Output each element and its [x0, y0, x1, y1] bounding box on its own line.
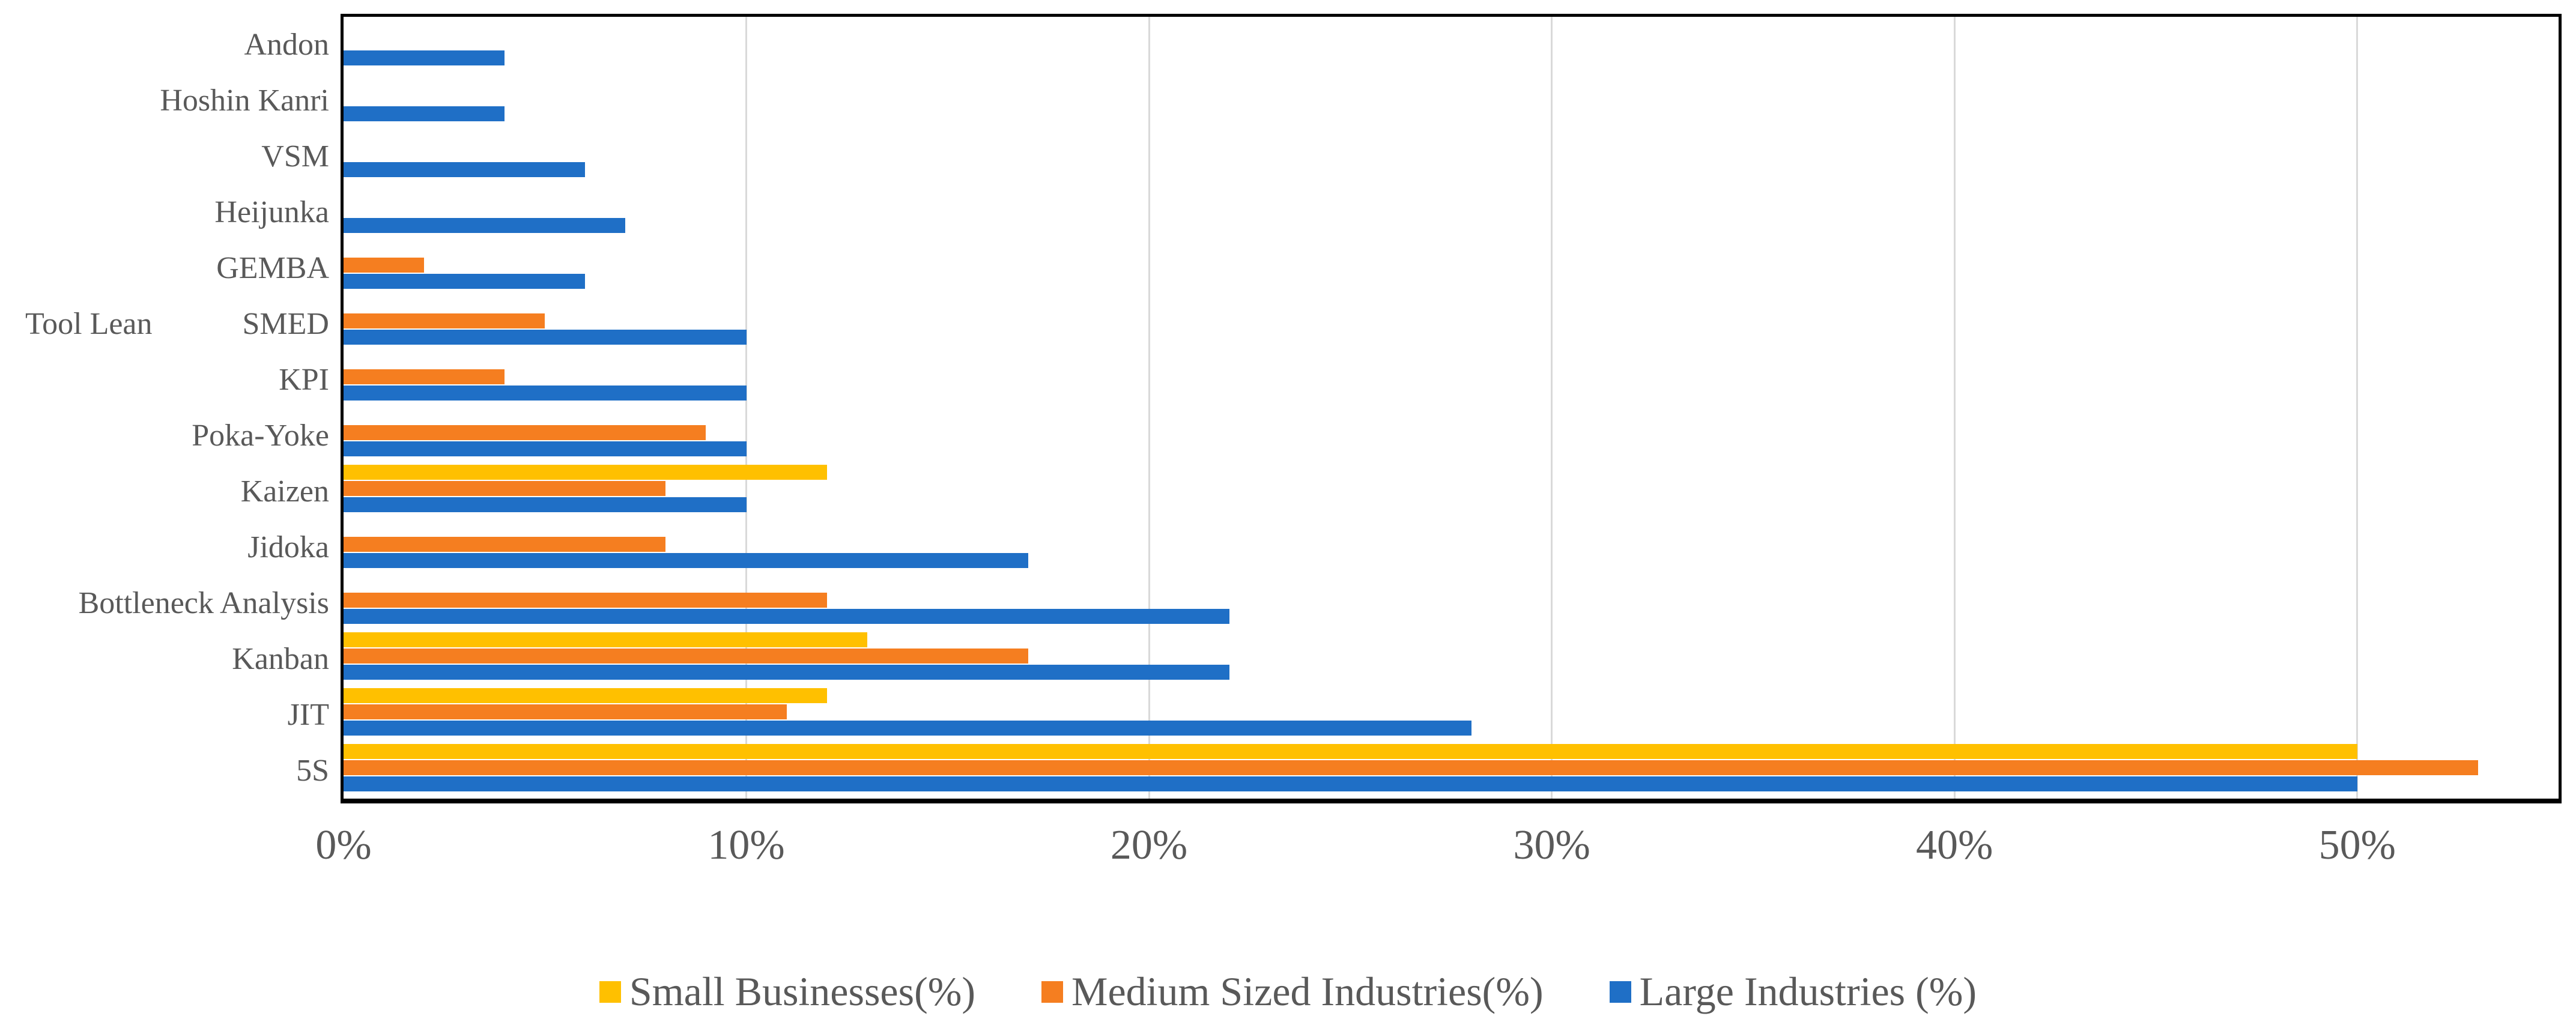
bar-jidoka-medium-sized-industries: [344, 537, 666, 552]
bar-heijunka-large-industries: [344, 218, 626, 233]
bar-jit-small-businesses: [344, 688, 827, 703]
bar-5s-small-businesses: [344, 744, 2357, 759]
legend-swatch-medium-sized-industries: [1041, 981, 1063, 1003]
bar-poka-yoke-medium-sized-industries: [344, 425, 706, 440]
bar-bottleneck-analysis-large-industries: [344, 609, 1230, 624]
category-label-kpi: KPI: [279, 362, 329, 397]
category-label-gemba: GEMBA: [216, 250, 329, 285]
bar-vsm-large-industries: [344, 162, 586, 177]
legend-label-medium-sized-industries: Medium Sized Industries(%): [1071, 969, 1544, 1014]
category-label-smed: SMED: [242, 306, 329, 341]
bar-andon-large-industries: [344, 50, 505, 65]
bar-jit-medium-sized-industries: [344, 704, 787, 719]
x-tick-10: 10%: [708, 822, 785, 868]
bar-kanban-medium-sized-industries: [344, 649, 1028, 664]
x-tick-30: 30%: [1513, 822, 1590, 868]
gridline-20: [1148, 17, 1150, 799]
category-label-andon: Andon: [244, 27, 329, 62]
category-label-5s: 5S: [296, 753, 329, 788]
bar-poka-yoke-large-industries: [344, 441, 747, 456]
category-label-poka-yoke: Poka-Yoke: [192, 418, 329, 453]
bar-kaizen-medium-sized-industries: [344, 481, 666, 496]
bar-5s-medium-sized-industries: [344, 760, 2478, 775]
bar-smed-medium-sized-industries: [344, 313, 545, 328]
bar-gemba-large-industries: [344, 274, 586, 289]
gridline-40: [1953, 17, 1956, 799]
x-tick-0: 0%: [315, 822, 372, 868]
category-label-bottleneck-analysis: Bottleneck Analysis: [78, 585, 329, 620]
gridline-30: [1551, 17, 1553, 799]
x-tick-20: 20%: [1110, 822, 1188, 868]
legend-swatch-large-industries: [1609, 981, 1631, 1003]
bar-kanban-large-industries: [344, 665, 1230, 680]
plot-area: [341, 14, 2562, 803]
legend: Small Businesses(%) Medium Sized Industri…: [0, 968, 2576, 1015]
bar-kpi-medium-sized-industries: [344, 369, 505, 384]
x-tick-50: 50%: [2318, 822, 2396, 868]
category-label-heijunka: Heijunka: [214, 195, 329, 229]
x-tick-40: 40%: [1916, 822, 1993, 868]
bar-kpi-large-industries: [344, 385, 747, 401]
legend-item-large-industries: Large Industries (%): [1609, 968, 1977, 1015]
bar-5s-large-industries: [344, 776, 2357, 791]
gridline-50: [2356, 17, 2359, 799]
bar-kaizen-small-businesses: [344, 465, 827, 480]
legend-label-large-industries: Large Industries (%): [1639, 969, 1977, 1014]
category-label-kaizen: Kaizen: [240, 474, 329, 509]
legend-item-small-businesses: Small Businesses(%): [599, 968, 975, 1015]
bar-smed-large-industries: [344, 330, 747, 345]
bar-kaizen-large-industries: [344, 497, 747, 512]
bar-kanban-small-businesses: [344, 632, 867, 647]
y-axis-title: Tool Lean: [25, 306, 153, 341]
legend-item-medium-sized-industries: Medium Sized Industries(%): [1041, 968, 1544, 1015]
category-label-jit: JIT: [287, 697, 329, 732]
bar-bottleneck-analysis-medium-sized-industries: [344, 593, 827, 608]
gridline-10: [745, 17, 748, 799]
category-label-kanban: Kanban: [232, 641, 329, 676]
category-label-vsm: VSM: [261, 139, 329, 174]
legend-label-small-businesses: Small Businesses(%): [629, 969, 975, 1014]
legend-swatch-small-businesses: [599, 981, 621, 1003]
bar-jit-large-industries: [344, 721, 1471, 736]
category-label-hoshin-kanri: Hoshin Kanri: [160, 83, 329, 118]
bar-hoshin-kanri-large-industries: [344, 106, 505, 121]
bar-jidoka-large-industries: [344, 553, 1028, 568]
category-label-jidoka: Jidoka: [247, 530, 329, 564]
bar-gemba-medium-sized-industries: [344, 258, 425, 273]
